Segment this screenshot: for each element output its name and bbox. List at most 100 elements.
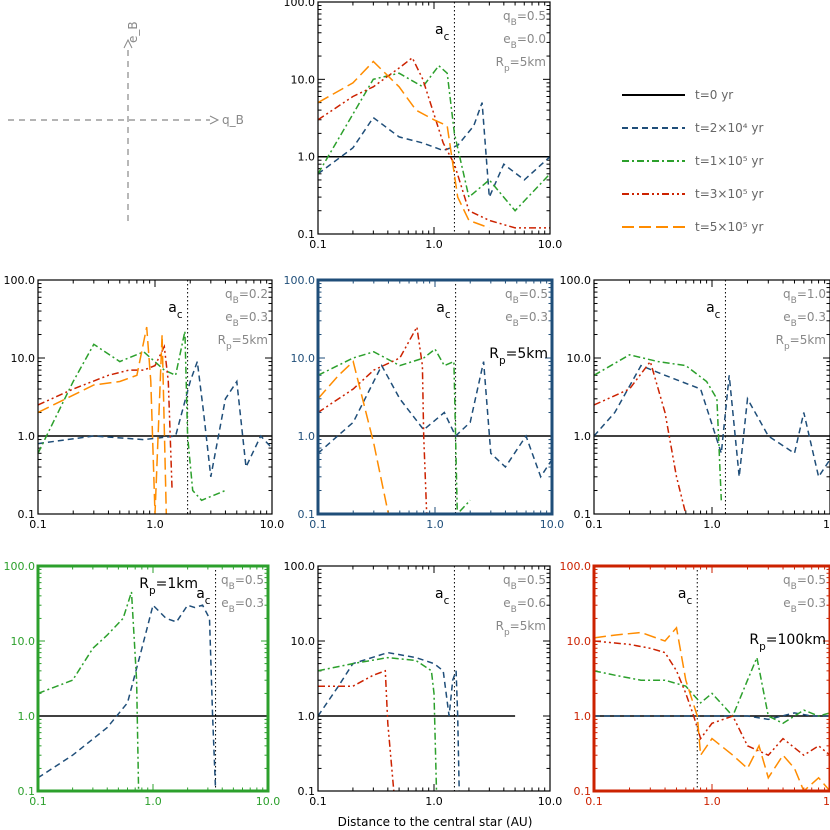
x-tick-label: 0.1 [309,518,327,531]
ac-label: ac [435,586,450,607]
ac-label: ac [436,300,451,321]
y-tick-label: 0.1 [18,785,36,798]
panel-p_qb05_eb03: 0.1 1.0 10.0 100.0 0.1 1.0 10.0 ac qB=0.5 eB=0.3 R… [284,274,565,531]
series-line [318,361,552,479]
legend-label: t=5×10⁵ yr [695,220,763,234]
panels: 0.1 1.0 10.0 100.0 0.1 1.0 10.0 ac qB=0.5 eB=0.0 R… [4,0,830,808]
legend-label: t=2×10⁴ yr [695,121,763,135]
x-tick-label: 10 [823,795,830,808]
series-line [318,669,395,791]
panel-annotation: qB=0.2 [225,287,268,306]
legend-label: t=0 yr [695,88,733,102]
y-tick-label: 0.1 [574,508,592,521]
y-tick-label: 1.0 [574,710,592,723]
y-tick-label: 0.1 [298,508,316,521]
series-line [38,603,217,791]
legend: t=0 yr t=2×10⁴ yr t=1×10⁵ yr t=3×10⁵ yr t=5×… [622,88,763,234]
x-tick-label: 1.0 [703,795,721,808]
y-tick-label: 10.0 [291,352,316,365]
panel-annotation: qB=0.5 [505,287,548,306]
series-line [318,651,460,791]
y-tick-label: 100.0 [4,274,36,287]
panel-annotation: eB=0.0 [503,32,546,51]
panel-annotation: eB=0.6 [503,596,546,615]
series-line [38,326,168,514]
panel-annotation: qB=0.5 [783,573,826,592]
series-group [318,324,552,514]
ac-label: ac [706,300,721,321]
axes-key-right-arrow [209,115,220,125]
y-tick-label: 0.1 [298,228,316,241]
panel-big-label: Rp=5km [489,346,548,367]
series-line [594,712,830,721]
x-tick-label: 10.0 [540,518,565,531]
series-line [594,354,723,501]
panel-big-label: Rp=100km [749,632,826,653]
axes-key-up-arrow [123,38,133,49]
y-tick-label: 100.0 [284,560,316,573]
y-tick-label: 10.0 [567,635,592,648]
series-line [318,324,428,514]
y-tick-label: 10.0 [291,73,316,86]
panel-frame [317,1,551,235]
legend-label: t=3×10⁵ yr [695,187,763,201]
series-group [38,326,272,514]
series-line [38,331,226,502]
panel-annotation: qB=0.5 [503,573,546,592]
y-tick-label: 10.0 [11,352,36,365]
y-tick-label: 1.0 [18,710,36,723]
panel-big-label: Rp=1km [139,576,198,597]
y-tick-label: 100.0 [284,274,316,287]
panel-frame [36,564,270,793]
x-tick-label: 10.0 [538,238,563,251]
x-tick-label: 1.0 [426,518,444,531]
y-tick-label: 100.0 [560,560,592,573]
y-tick-label: 100.0 [4,560,36,573]
ac-label: ac [678,586,693,607]
panel-p_qb10_eb03: 0.1 1.0 10.0 100.0 0.1 1.0 10 ac qB=1.0 eB=0.3 Rp=… [560,274,830,531]
x-tick-label: 0.1 [309,795,327,808]
series-group [318,56,550,229]
panel-annotation: Rp=5km [776,333,826,352]
ac-label: ac [435,22,450,43]
legend-label: t=1×10⁵ yr [695,154,763,168]
panel-annotation: qB=1.0 [783,287,826,306]
series-line [318,102,550,198]
x-tick-label: 1.0 [146,518,164,531]
y-tick-label: 10.0 [11,635,36,648]
panel-annotation: eB=0.3 [225,310,268,329]
series-group [594,354,830,514]
y-tick-label: 1.0 [574,430,592,443]
series-line [318,347,471,514]
ac-label: ac [168,300,183,321]
x-tick-label: 10.0 [538,795,563,808]
x-tick-label: 1.0 [703,518,721,531]
x-tick-label: 0.1 [29,795,47,808]
series-group [38,591,268,791]
x-tick-label: 1.0 [425,795,443,808]
panel-p_qb05_eb03_rp1: 0.1 1.0 10.0 100.0 0.1 1.0 10.0 ac qB=0.5 eB=0.3 R… [4,560,281,808]
panel-frame [37,279,273,515]
y-tick-label: 100.0 [560,274,592,287]
panel-frame [316,278,554,516]
panel-p_qb05_eb06: 0.1 1.0 10.0 100.0 0.1 1.0 10.0 ac qB=0.5 eB=0.6 R… [284,560,563,808]
y-tick-label: 1.0 [18,430,36,443]
panel-frame [317,565,551,792]
y-tick-label: 100.0 [284,0,316,9]
panel-p_qb05_eb00: 0.1 1.0 10.0 100.0 0.1 1.0 10.0 ac qB=0.5 eB=0.0 R… [284,0,563,251]
panel-annotation: eB=0.3 [505,310,548,329]
series-line [594,364,830,479]
axes-key-vertical-label: e_B [126,21,140,43]
panel-annotation: qB=0.5 [221,573,264,592]
panel-annotation: Rp=5km [496,55,546,74]
x-tick-label: 1.0 [425,238,443,251]
x-tick-label: 10.0 [256,795,281,808]
x-tick-label: 0.1 [585,795,603,808]
series-line [318,656,438,791]
ac-label: ac [196,586,211,607]
x-tick-label: 10 [823,518,830,531]
panel-annotation: qB=0.5 [503,9,546,28]
panel-p_qb05_eb03_rp100: 0.1 1.0 10.0 100.0 0.1 1.0 10 ac qB=0.5 eB=0.3 Rp=… [560,560,830,808]
y-tick-label: 0.1 [574,785,592,798]
